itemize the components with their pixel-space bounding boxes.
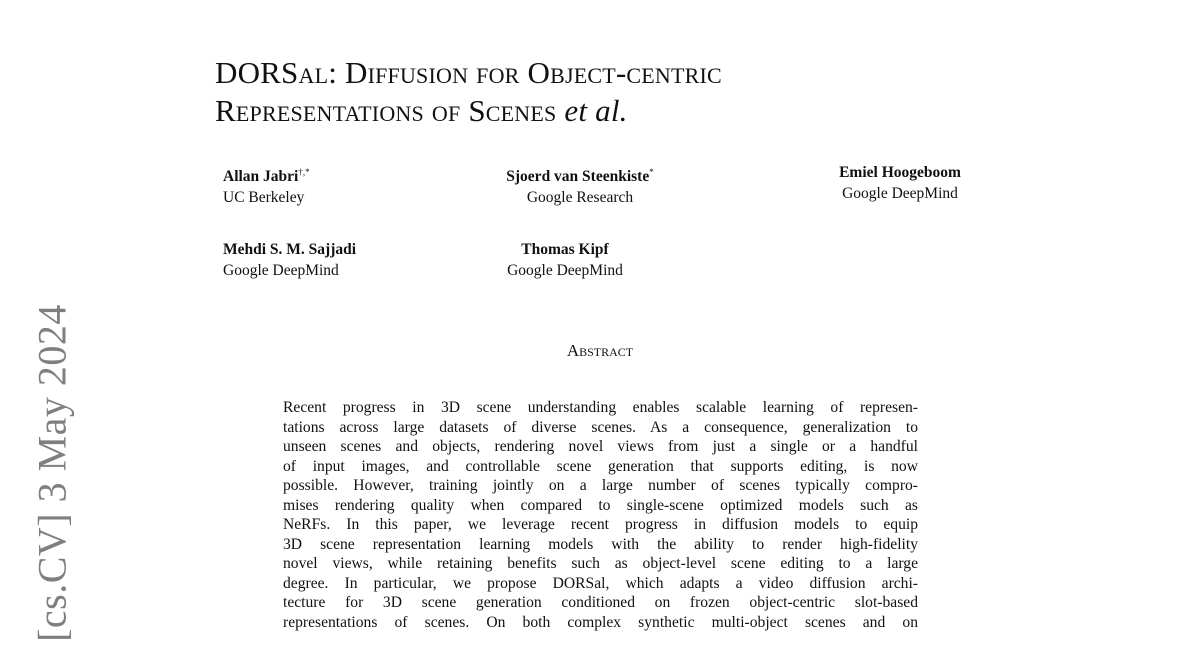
title-suffix: et al. [564, 93, 628, 128]
author-affiliation: UC Berkeley [223, 189, 305, 207]
title-line-2: Representations of Scenes et al. [215, 92, 722, 130]
author-block: Emiel Hoogeboom Google DeepMind [839, 162, 961, 204]
author-block: Sjoerd van Steenkiste* Google Research [506, 162, 653, 208]
author-affiliation: Google DeepMind [507, 262, 623, 279]
author-name: Emiel Hoogeboom [839, 164, 961, 181]
abstract-line: representations of scenes. On both compl… [283, 613, 918, 631]
abstract-line: unseen scenes and objects, rendering nov… [283, 438, 918, 455]
author-affiliation: Google DeepMind [842, 185, 958, 202]
author-affiliation: Google Research [526, 189, 634, 207]
abstract-line: tecture for 3D scene generation conditio… [283, 594, 918, 611]
author-affiliation: Google DeepMind [223, 262, 339, 279]
author-block: Thomas Kipf Google DeepMind [507, 239, 623, 281]
author-name: Thomas Kipf [521, 241, 609, 258]
abstract-line: tations across large datasets of diverse… [283, 418, 918, 436]
author-name: Allan Jabri [223, 168, 299, 186]
abstract-heading: Abstract [566, 341, 634, 360]
paper-title: DORSal: Diffusion for Object-centric Rep… [215, 54, 722, 130]
title-line-1: DORSal: Diffusion for Object-centric [215, 55, 722, 90]
author-block: Allan Jabri†,* UC Berkeley [223, 162, 310, 208]
abstract-line: mises rendering quality when compared to… [283, 496, 918, 514]
abstract-line: NeRFs. In this paper, we leverage recent… [283, 516, 918, 533]
author-marks: * [649, 167, 654, 177]
abstract-line: novel views, while retaining benefits su… [283, 555, 918, 572]
abstract-body: Recent progress in 3D scene understandin… [283, 398, 918, 632]
author-name: Mehdi S. M. Sajjadi [223, 241, 357, 258]
abstract-line: degree. In particular, we propose DORSal… [283, 574, 918, 592]
abstract-line: Recent progress in 3D scene understandin… [283, 399, 918, 416]
author-block: Mehdi S. M. Sajjadi Google DeepMind [223, 239, 356, 281]
abstract-line: possible. However, training jointly on a… [283, 477, 918, 494]
abstract-line: 3D scene representation learning models … [283, 535, 918, 553]
abstract-line: of input images, and controllable scene … [283, 457, 918, 475]
author-name: Sjoerd van Steenkiste [506, 168, 650, 186]
author-marks: †,* [298, 167, 310, 177]
title-line-2-text: Representations of Scenes [215, 93, 557, 128]
